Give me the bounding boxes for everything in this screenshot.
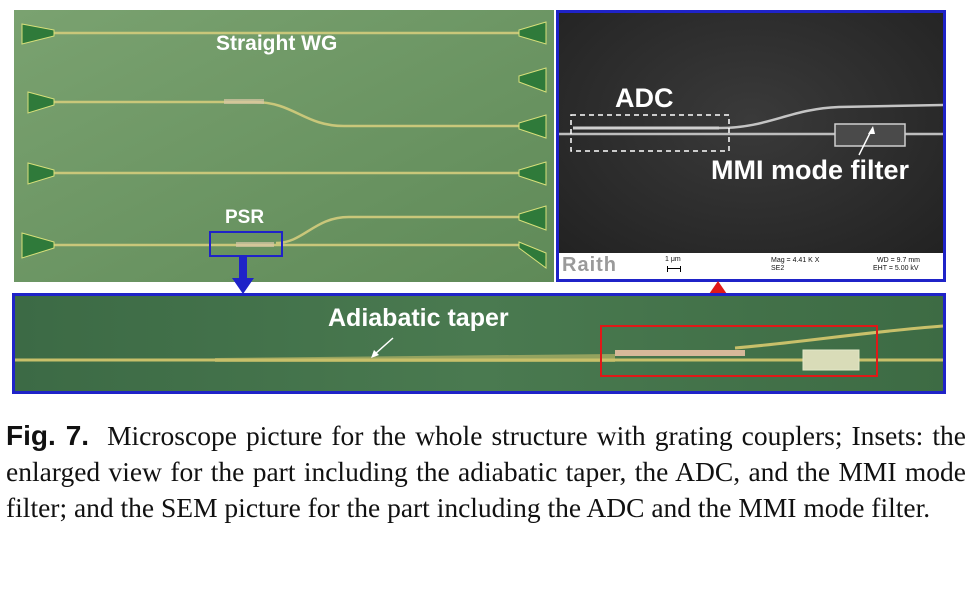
grating-coupler-right-2: [518, 67, 547, 93]
adiabatic-taper-label: Adiabatic taper: [328, 304, 509, 332]
eht-readout: EHT = 5.00 kV: [873, 265, 919, 272]
enlarged-mmi-block: [802, 349, 860, 371]
adc-dashed-box: [570, 114, 730, 152]
grating-coupler-right-4: [518, 161, 547, 186]
enlarged-adc-segment: [615, 350, 745, 356]
adc-mmi-highlight-box: [600, 325, 878, 377]
sem-structure-drawing: [559, 13, 943, 279]
enlarged-structure-drawing: [15, 296, 943, 391]
sem-mmi-block: [834, 123, 906, 147]
psr-label: PSR: [225, 207, 265, 228]
grating-coupler-right-5: [518, 205, 547, 231]
sem-info-bar: Raith 1 μm Mag = 4.41 K X SE2 WD = 9.7 m…: [559, 253, 943, 279]
mmi-mode-filter-label: MMI mode filter: [711, 155, 910, 185]
grating-coupler-left-4: [21, 232, 55, 259]
waveguide-layout-drawing: [14, 10, 554, 282]
scale-bar: [667, 266, 681, 272]
adiabatic-taper-shape: [215, 354, 615, 362]
enlarged-cross-waveguide: [734, 324, 943, 350]
microscope-overview-image: Straight WG PSR: [14, 10, 554, 282]
grating-coupler-right-3: [518, 114, 547, 139]
working-distance-readout: WD = 9.7 mm: [877, 257, 920, 264]
grating-coupler-left-2: [27, 91, 55, 114]
grating-coupler-left-3: [27, 162, 55, 185]
grating-coupler-right-1: [518, 21, 547, 45]
enlarged-view-image: Adiabatic taper: [12, 293, 946, 394]
detector-readout: SE2: [771, 265, 785, 272]
figure-number: Fig. 7.: [6, 420, 90, 451]
grating-coupler-right-6: [518, 241, 547, 269]
sem-cross-waveguide: [718, 103, 943, 130]
straight-wg-label: Straight WG: [216, 32, 338, 55]
magnification-readout: Mag = 4.41 K X: [771, 257, 820, 264]
grating-coupler-left-1: [21, 23, 55, 45]
sem-image: ADC MMI mode filter Raith 1 μm Mag = 4.4…: [556, 10, 946, 282]
figure-caption: Fig. 7. Microscope picture for the whole …: [6, 418, 966, 526]
caption-text: Microscope picture for the whole structu…: [6, 420, 966, 523]
psr-cross-waveguide: [275, 215, 519, 245]
raith-logo: Raith: [562, 254, 617, 276]
scale-label: 1 μm: [665, 256, 681, 263]
adc-label: ADC: [615, 83, 674, 113]
arrow-down-icon: [232, 256, 254, 294]
